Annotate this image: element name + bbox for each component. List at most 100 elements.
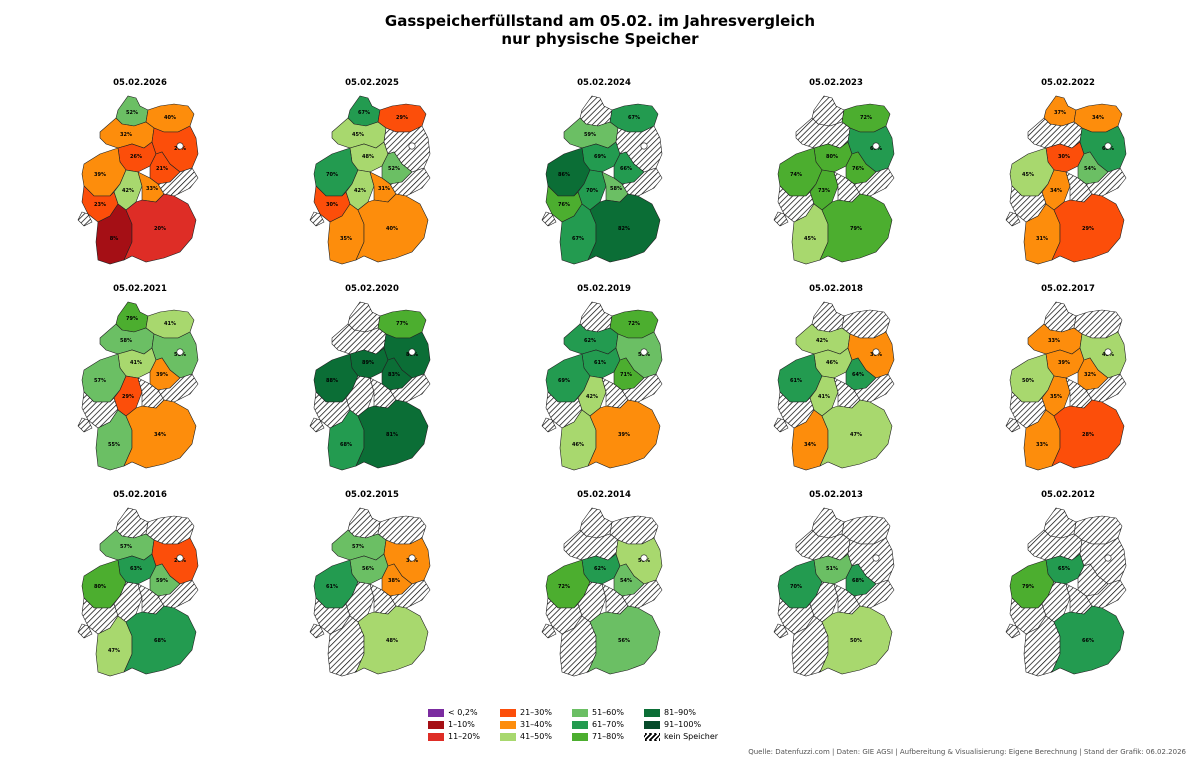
- region-label-by: 81%: [386, 432, 398, 438]
- berlin-marker: [176, 554, 184, 562]
- region-label-nw: 88%: [326, 378, 338, 384]
- panel-date: 05.02.2025: [345, 78, 399, 88]
- region-label-he: 29%: [122, 394, 134, 400]
- region-label-ni: 45%: [352, 132, 364, 138]
- legend-swatch: [572, 720, 588, 729]
- region-label-nw: 45%: [1022, 172, 1034, 178]
- region-label-sh: 79%: [126, 316, 138, 322]
- legend-swatch: [500, 708, 516, 717]
- region-label-by: 50%: [850, 638, 862, 644]
- region-label-rp: 76%: [558, 202, 570, 208]
- region-label-nw: 61%: [326, 584, 338, 590]
- region-sh: [115, 507, 149, 539]
- legend-label: 31–40%: [520, 720, 552, 729]
- region-sh: [347, 507, 381, 539]
- legend-label: 1–10%: [448, 720, 475, 729]
- region-label-nin: 61%: [594, 360, 606, 366]
- berlin-marker: [1104, 348, 1112, 356]
- legend-swatch: [500, 732, 516, 741]
- region-label-nin: 30%: [1058, 154, 1070, 160]
- germany-map: 79%41%58%41%51%39%57%29%55%34%: [77, 301, 199, 471]
- berlin-marker: [176, 348, 184, 356]
- legend-label: kein Speicher: [664, 732, 719, 741]
- region-sl: [309, 211, 325, 227]
- germany-map: 77%89%86%83%88%68%81%: [309, 301, 431, 471]
- region-label-mv: 72%: [628, 321, 640, 327]
- region-label-bw: 34%: [804, 442, 816, 448]
- region-label-nin: 69%: [594, 154, 606, 160]
- region-label-ni: 57%: [120, 544, 132, 550]
- region-label-sh: 37%: [1054, 110, 1066, 116]
- region-label-mv: 67%: [628, 115, 640, 121]
- legend-label: 61–70%: [592, 720, 624, 729]
- germany-map: 51% 68% 70% 50%: [773, 507, 895, 677]
- region-label-by: 28%: [1082, 432, 1094, 438]
- source-footer: Quelle: Datenfuzzi.com | Daten: GIE AGSI…: [748, 748, 1186, 756]
- region-label-st: 54%: [620, 578, 632, 584]
- region-label-nw: 72%: [558, 584, 570, 590]
- region-label-bw: 45%: [804, 236, 816, 242]
- region-label-nin: 46%: [826, 360, 838, 366]
- region-sh: [347, 301, 381, 333]
- panel-date: 05.02.2013: [809, 490, 863, 500]
- berlin-marker: [872, 554, 880, 562]
- region-label-bw: 8%: [110, 236, 119, 242]
- region-label-st: 66%: [620, 166, 632, 172]
- region-label-nw: 74%: [790, 172, 802, 178]
- region-label-ni: 62%: [584, 338, 596, 344]
- region-label-he: 42%: [586, 394, 598, 400]
- region-label-by: 66%: [1082, 638, 1094, 644]
- panel-date: 05.02.2018: [809, 284, 863, 294]
- region-label-nin: 39%: [1058, 360, 1070, 366]
- region-sl: [1005, 623, 1021, 639]
- legend-label: 51–60%: [592, 708, 624, 717]
- region-sh: [811, 95, 845, 127]
- region-label-by: 29%: [1082, 226, 1094, 232]
- region-by: [819, 399, 893, 469]
- legend-swatch: [500, 720, 516, 729]
- germany-map: 57%56%37%38%61%48%: [309, 507, 431, 677]
- region-sh: [811, 507, 845, 539]
- region-label-by: 34%: [154, 432, 166, 438]
- region-label-he: 42%: [122, 188, 134, 194]
- germany-map: 62%50%54%72%56%: [541, 507, 663, 677]
- region-sl: [541, 417, 557, 433]
- germany-map: 65% 79% 66%: [1005, 507, 1127, 677]
- region-label-st: 59%: [156, 578, 168, 584]
- region-label-ni: 59%: [584, 132, 596, 138]
- panel-date: 05.02.2019: [577, 284, 631, 294]
- legend-item: 51–60%: [572, 708, 624, 718]
- legend-swatch: [644, 732, 660, 741]
- region-label-nin: 56%: [362, 566, 374, 572]
- region-by: [819, 193, 893, 263]
- region-label-nw: 79%: [1022, 584, 1034, 590]
- region-label-nw: 70%: [326, 172, 338, 178]
- region-label-he: 41%: [818, 394, 830, 400]
- germany-map: 37%34%30%65%54%45%34%31%29%: [1005, 95, 1127, 265]
- region-label-nin: 80%: [826, 154, 838, 160]
- map-panel: 05.02.202652%40%32%26%27%21%39%42%33%23%…: [60, 78, 220, 278]
- region-label-by: 68%: [154, 638, 166, 644]
- region-label-rp: 23%: [94, 202, 106, 208]
- region-sl: [773, 623, 789, 639]
- region-by: [1051, 399, 1125, 469]
- region-by: [587, 605, 661, 675]
- region-label-st: 76%: [852, 166, 864, 172]
- region-label-ni: 57%: [352, 544, 364, 550]
- region-label-sh: 52%: [126, 110, 138, 116]
- germany-map: 33%39%48%32%50%35%33%28%: [1005, 301, 1127, 471]
- region-sh: [579, 95, 613, 127]
- region-label-by: 79%: [850, 226, 862, 232]
- region-label-st: 38%: [388, 578, 400, 584]
- germany-map: 52%40%32%26%27%21%39%42%33%23%8%20%: [77, 95, 199, 265]
- region-label-bw: 35%: [340, 236, 352, 242]
- region-label-nin: 65%: [1058, 566, 1070, 572]
- berlin-marker: [872, 142, 880, 150]
- map-panel: 05.02.2024 67% 59% 69% 66% 86% 70% 58% 76% 67% 82%: [524, 78, 684, 278]
- title-line-2: nur physische Speicher: [501, 30, 699, 48]
- legend-swatch: [572, 732, 588, 741]
- region-label-bw: 68%: [340, 442, 352, 448]
- germany-map: 57%63%25%59%80%47%68%: [77, 507, 199, 677]
